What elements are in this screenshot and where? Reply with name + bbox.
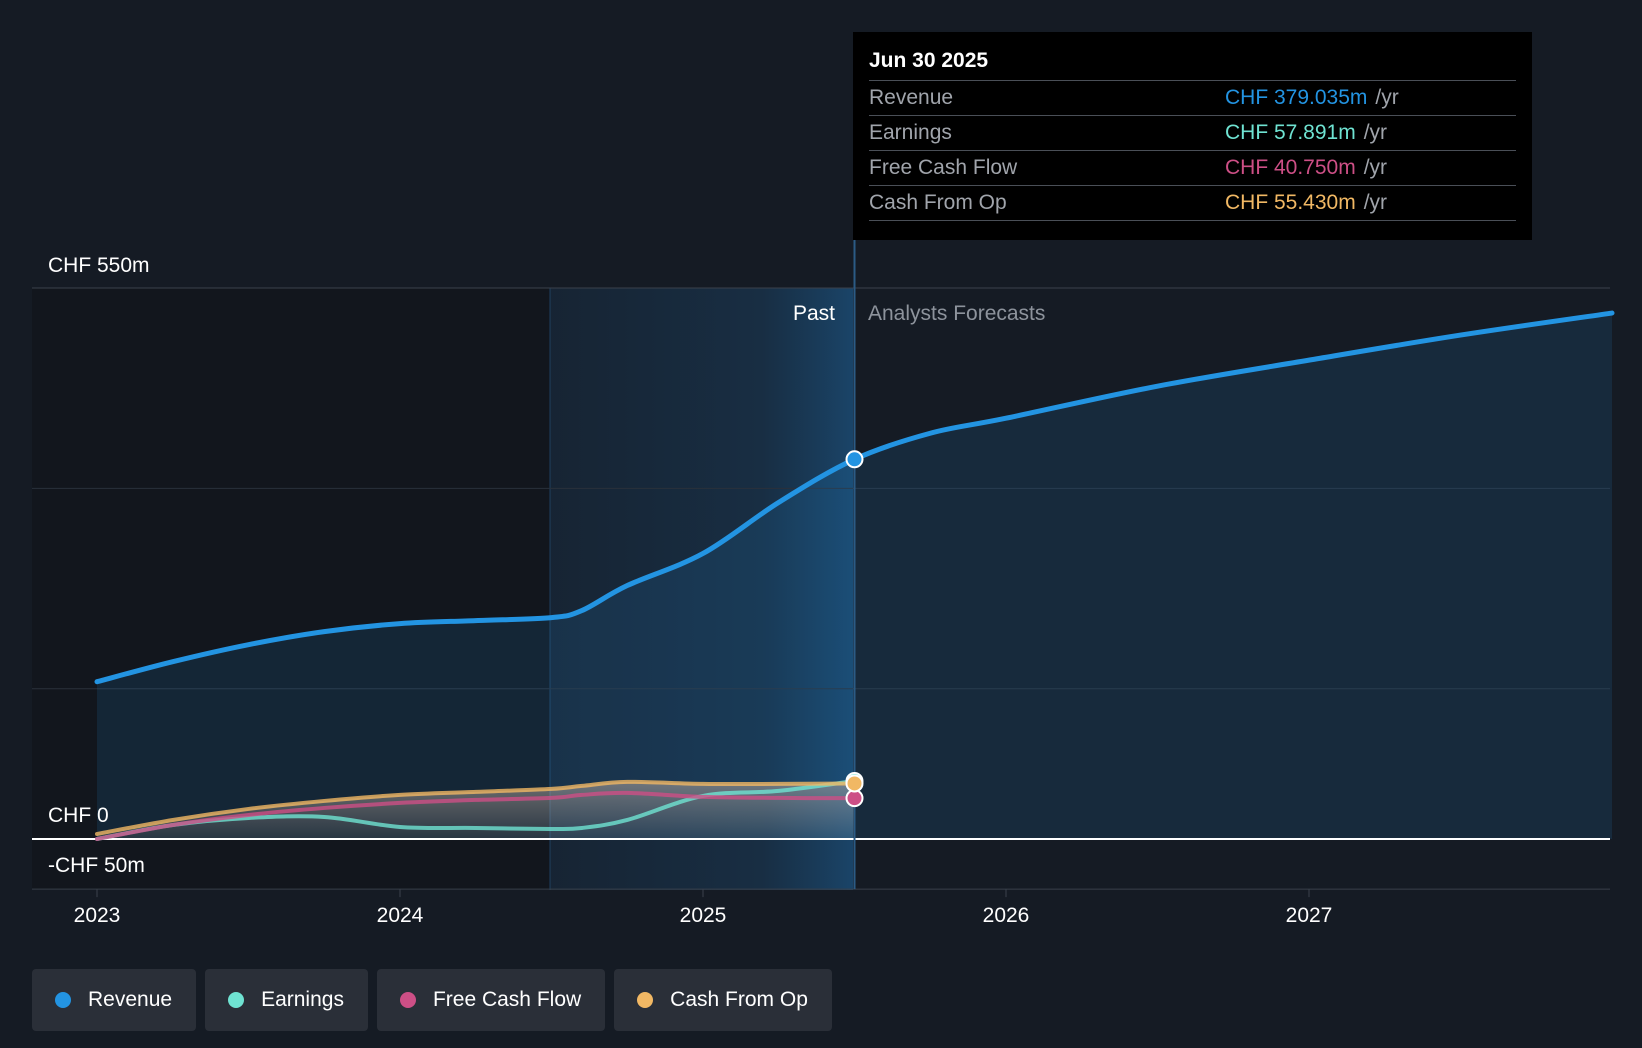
earnings-line	[95, 779, 857, 841]
legend-label: Free Cash Flow	[432, 988, 582, 1011]
tooltip-row-earnings: Earnings CHF 57.891m /yr	[869, 115, 1516, 150]
x-tick-label: 2027	[1286, 904, 1333, 927]
tooltip-label: Revenue	[869, 86, 954, 109]
y-label-top: CHF 550m	[48, 254, 150, 277]
tooltip-unit: /yr	[1363, 156, 1388, 179]
tooltip: Jun 30 2025 Revenue CHF 379.035m /yr Ear…	[853, 32, 1532, 240]
tooltip-label: Free Cash Flow	[869, 156, 1018, 179]
tooltip-date: Jun 30 2025	[869, 49, 989, 72]
tooltip-unit: /yr	[1363, 121, 1388, 144]
dot-icon	[228, 992, 245, 1008]
x-tick-label: 2024	[377, 904, 424, 927]
tooltip-value: CHF 57.891m	[1225, 121, 1356, 144]
y-label-bottom: -CHF 50m	[48, 854, 145, 877]
dot-icon	[637, 992, 654, 1008]
tooltip-row-cfo: Cash From Op CHF 55.430m /yr	[869, 185, 1516, 221]
grid-lines	[32, 287, 1610, 890]
legend-label: Revenue	[88, 988, 173, 1011]
legend-item-free-cash-flow[interactable]: Free Cash Flow	[376, 969, 606, 1031]
tooltip-value: CHF 40.750m	[1225, 156, 1356, 179]
tooltip-row-fcf: Free Cash Flow CHF 40.750m /yr	[869, 150, 1516, 185]
dot-icon	[55, 992, 71, 1008]
past-label: Past	[793, 302, 835, 325]
tooltip-unit: /yr	[1363, 191, 1388, 214]
fcf-line	[95, 790, 857, 841]
end-markers	[845, 450, 864, 808]
y-label-zero: CHF 0	[48, 804, 109, 827]
tooltip-label: Cash From Op	[869, 191, 1007, 214]
revenue-marker[interactable]	[845, 450, 864, 469]
legend: Revenue Earnings Free Cash Flow Cash Fro…	[32, 969, 832, 1031]
dot-icon	[399, 992, 416, 1008]
x-tick-label: 2026	[983, 904, 1030, 927]
x-tick-label: 2025	[680, 904, 727, 927]
series-lines	[94, 310, 1615, 841]
forecast-label: Analysts Forecasts	[868, 302, 1045, 325]
tooltip-label: Earnings	[869, 121, 952, 144]
x-tick-label: 2023	[74, 904, 121, 927]
cfo-line	[95, 779, 857, 836]
tooltip-value: CHF 379.035m	[1225, 86, 1368, 109]
legend-item-earnings[interactable]: Earnings	[205, 969, 368, 1031]
fcf-marker[interactable]	[845, 789, 864, 808]
legend-label: Earnings	[261, 988, 344, 1011]
tooltip-value: CHF 55.430m	[1225, 191, 1356, 214]
legend-item-cash-from-op[interactable]: Cash From Op	[614, 969, 832, 1031]
tooltip-row-revenue: Revenue CHF 379.035m /yr	[869, 80, 1516, 115]
past-zone-dark	[32, 288, 550, 890]
revenue-line	[94, 310, 1615, 685]
legend-label: Cash From Op	[670, 988, 808, 1011]
legend-item-revenue[interactable]: Revenue	[32, 969, 197, 1031]
cfo-marker[interactable]	[845, 774, 864, 793]
tooltip-unit: /yr	[1375, 86, 1399, 109]
x-axis: 2023 2024 2025 2026 2027	[74, 889, 1333, 927]
